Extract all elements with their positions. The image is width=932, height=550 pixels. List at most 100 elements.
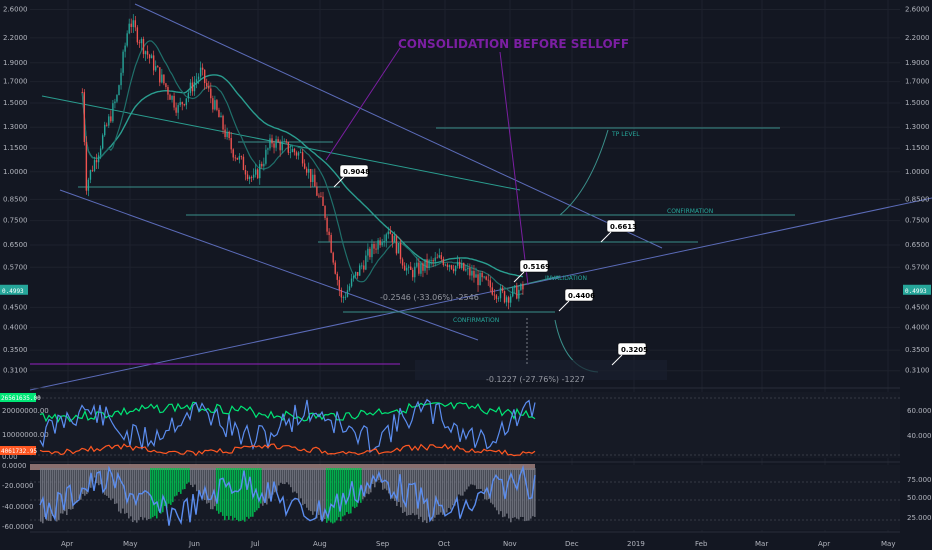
level-label: TP LEVEL [611,131,640,138]
oscillator-bar [516,468,518,519]
volume-tag-bottom-bg [0,446,36,455]
candle-body [216,100,218,110]
candle-body [159,67,161,83]
price-callout-label: 0.4406 [568,292,595,300]
oscillator-bar [498,468,500,515]
price-callout-pointer [558,300,570,312]
oscillator-bar [534,468,536,517]
candle-body [342,297,345,298]
candle-body [248,177,251,180]
candle-body [371,244,373,258]
candle-body [265,149,267,164]
time-axis: Apr May Jun Jul Aug Sep Oct Nov Dec 2019 Feb Mar Apr… [61,540,895,548]
oscillator-bar [510,468,512,523]
candle-body [110,116,112,122]
candle-body [224,129,226,137]
candle-body [456,261,459,266]
candle-body [452,268,455,272]
oscillator-bar [194,468,196,485]
y-tick-right: 1.0000 [905,168,930,176]
oscillator-bar [140,468,142,517]
candle-body [509,296,512,303]
candle-body [254,169,257,175]
measure-label-1: -0.2546 (-33.06%) -2546 [380,293,479,302]
oscillator-bar [68,468,70,510]
oscillator-bar [134,468,136,521]
oscillator-bar [300,468,302,499]
oscillator-bar [166,468,168,508]
candle-body [285,141,287,143]
candle-body [201,67,204,70]
candle-body [193,82,196,92]
candle-body [116,95,118,102]
candle-body [440,255,443,260]
oscillator-bar [42,468,44,524]
title-pointer-left [325,47,401,161]
candle-body [446,264,449,267]
candle-body [142,39,145,55]
candle-body [516,285,518,299]
candle-body [420,263,422,274]
oscillator-bar [228,468,230,520]
x-tick-label: 2019 [627,540,645,548]
candle-body [314,174,316,187]
oscillator-bar [200,468,202,494]
oscillator-bar [84,468,86,496]
oscillator-bar [406,468,408,516]
y-tick-right: 1.3000 [905,123,930,131]
oscillator-bar [48,468,50,521]
candle-body [246,174,249,180]
oscillator-bar [376,468,378,482]
oscillator-bar [230,468,232,516]
price-callout-box [606,219,636,233]
candle-body [499,287,502,299]
x-tick-label: Dec [565,540,579,548]
candle-body [199,67,202,77]
oscillator-bar [342,468,344,517]
candle-body [85,142,88,191]
oscillator-bar [444,468,446,515]
oscillator-bar [418,468,420,520]
candle-body [191,82,194,92]
oscillator-bar [196,468,198,492]
candle-body [407,266,410,268]
oscillator-bar [180,468,182,494]
candle-body [130,23,132,27]
y-tick-left: 2.2000 [3,34,28,42]
oscillator-left-tick: -40.0000 [2,503,33,511]
oscillator-bar [192,468,194,488]
volume-green-line [39,401,536,423]
candle-body [483,276,485,278]
candle-body [252,174,255,178]
candle-body [379,240,381,246]
candle-body [385,234,387,241]
invalidation-line [499,275,561,291]
price-callout-box [617,342,647,356]
candle-body [234,157,236,159]
volume-tag-top: 26561635.00 [1,395,41,402]
candle-body [387,231,389,235]
oscillator-bar [344,468,346,516]
price-callout-label: 0.3205 [621,346,648,354]
candle-body [136,27,139,43]
downtrend-upper [134,3,663,249]
level-label: CONFIRMATION [453,317,499,324]
oscillator-bar [88,468,90,487]
candle-body [220,115,222,118]
oscillator-bar [500,468,502,512]
oscillator-bar [396,468,398,506]
oscillator-bar [454,468,456,506]
candle-body [501,287,504,292]
oscillator-bar [82,468,84,494]
candle-body [479,272,481,286]
oscillator-bar [446,468,448,513]
x-tick-label: Apr [61,540,73,548]
candle-body [489,280,491,288]
oscillator-right-tick: 25.0000 [907,514,932,522]
candle-body [491,287,494,295]
oscillator-bar [412,468,414,514]
y-tick-left: 0.7500 [3,217,28,225]
candle-body [152,55,155,71]
candle-body [128,23,130,34]
